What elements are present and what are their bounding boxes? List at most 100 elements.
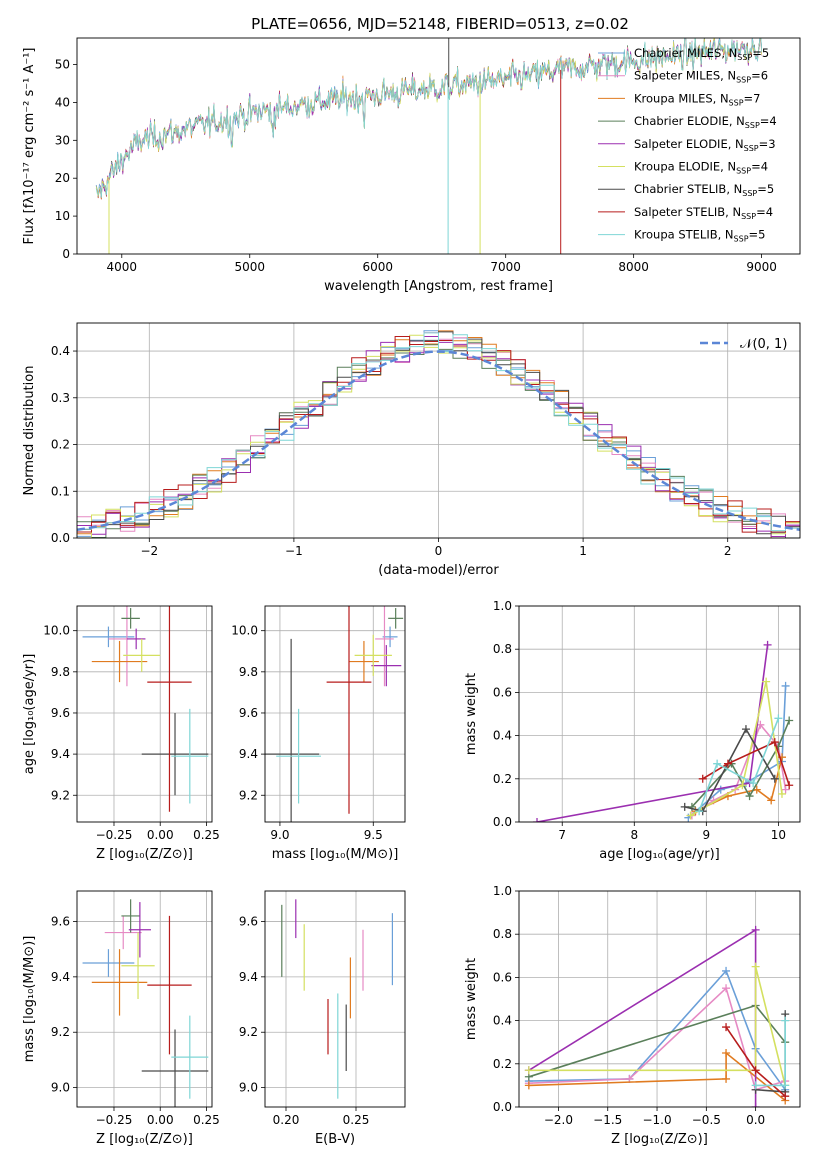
x-tick-label: 8	[630, 828, 638, 842]
legend-entry: Kroupa ELODIE, NSSP=4	[634, 160, 768, 176]
legend-entry: Chabrier MILES, NSSP=5	[634, 46, 769, 62]
figure: PLATE=0656, MJD=52148, FIBERID=0513, z=0…	[0, 0, 819, 1170]
x-tick-label: 0.0	[746, 1113, 765, 1127]
x-axis-label: mass [log₁₀(M/M⊙)]	[272, 847, 399, 862]
x-axis-label: Z [log₁₀(Z/Z⊙)]	[96, 1132, 193, 1147]
y-tick-label: 0.6	[493, 970, 512, 984]
grid	[265, 891, 405, 1107]
x-tick-label: 0.25	[193, 1113, 220, 1127]
y-tick-label: 0.4	[493, 1014, 512, 1028]
x-tick-label: 1	[579, 544, 587, 558]
y-tick-label: 9.6	[239, 706, 258, 720]
legend-entry-subscript: SSP	[745, 121, 760, 130]
y-tick-label: 9.2	[239, 1025, 258, 1039]
legend-entry: Salpeter ELODIE, NSSP=3	[634, 137, 776, 153]
x-tick-label: −0.25	[96, 828, 133, 842]
mass-weight-marker	[752, 926, 760, 934]
legend-entry-count: =4	[760, 114, 777, 128]
y-tick-label: 9.8	[239, 665, 258, 679]
legend-entry: Kroupa STELIB, NSSP=5	[634, 228, 765, 244]
legend-entry-count: =3	[759, 137, 776, 151]
residuals-panel: −2 −1 0 1 2 0.0 0.1 0.2 0.3 0.4 (data-model)/error…	[22, 323, 800, 578]
mass-weight-marker	[764, 641, 772, 649]
x-axis-label: E(B-V)	[315, 1132, 355, 1147]
legend-entry-subscript: SSP	[734, 235, 749, 244]
y-axis-label: age [log₁₀(age/yr)]	[22, 654, 37, 775]
grid	[77, 891, 212, 1107]
legend: 𝒩(0, 1)	[700, 337, 787, 352]
legend-entry-count: =5	[752, 46, 769, 60]
y-tick-label: 0.1	[51, 484, 70, 498]
legend-entry-subscript: SSP	[736, 76, 751, 85]
x-tick-label: 7000	[490, 260, 521, 274]
spectrum-panel: 4000 5000 6000 7000 8000 9000 0 10 20 30 40 50 wavel…	[22, 27, 800, 295]
mass-weight-marker	[785, 781, 793, 789]
y-tick-label: 10.0	[231, 624, 258, 638]
y-tick-label: 0.8	[493, 642, 512, 656]
y-tick-label: 1.0	[493, 599, 512, 613]
y-tick-label: 0.6	[493, 685, 512, 699]
x-tick-label: −2	[140, 544, 158, 558]
y-tick-label: 0	[62, 247, 70, 261]
y-tick-label: 9.0	[239, 1081, 258, 1095]
plot-area	[263, 550, 403, 869]
y-tick-label: 9.0	[51, 1081, 70, 1095]
y-tick-label: 0.0	[493, 1100, 512, 1114]
mass-vs-ebv-panel: 0.20 0.25 9.0 9.2 9.4 9.6 E(B-V)	[239, 891, 405, 1147]
x-tick-label: 6000	[362, 260, 393, 274]
y-tick-label: 0.8	[493, 927, 512, 941]
y-axis-label: Normed distribution	[22, 366, 37, 496]
y-tick-label: 0.3	[51, 391, 70, 405]
y-tick-label: 0.4	[51, 344, 70, 358]
x-axis-label: Z [log₁₀(Z/Z⊙)]	[96, 847, 193, 862]
x-tick-label: 5000	[234, 260, 265, 274]
x-tick-label: −2.0	[544, 1113, 573, 1127]
legend-entry-model: Salpeter MILES, N	[634, 69, 736, 83]
axes-frame	[77, 891, 212, 1107]
x-tick-label: 0.20	[273, 1113, 300, 1127]
y-tick-label: 10.0	[43, 624, 70, 638]
legend: Chabrier MILES, NSSP=5Salpeter MILES, NS…	[598, 46, 777, 244]
x-tick-label: −1	[285, 544, 303, 558]
mass-weight-marker	[742, 725, 750, 733]
mass-weight-marker	[681, 803, 689, 811]
mass-weight-marker	[778, 790, 786, 798]
mass-weight-marker	[713, 760, 721, 768]
y-tick-label: 0.0	[493, 815, 512, 829]
legend-entry-subscript: SSP	[729, 98, 744, 107]
y-tick-label: 20	[55, 171, 70, 185]
mass-weight-marker	[774, 714, 782, 722]
figure-title: PLATE=0656, MJD=52148, FIBERID=0513, z=0…	[251, 15, 629, 33]
legend-entry-count: =5	[749, 228, 766, 242]
legend-entry: Chabrier ELODIE, NSSP=4	[634, 114, 777, 130]
legend-entry: Kroupa MILES, NSSP=7	[634, 91, 760, 107]
x-tick-label: 10	[771, 828, 786, 842]
y-tick-label: 9.8	[51, 665, 70, 679]
mass-weight-marker	[746, 792, 754, 800]
mass-vs-metallicity-panel: −0.25 0.00 0.259.09.29.49.6Z [log₁₀(Z/Z⊙)]…	[22, 891, 220, 1147]
x-tick-label: 8000	[618, 260, 649, 274]
legend-entry-subscript: SSP	[741, 212, 756, 221]
legend-entry-subscript: SSP	[736, 167, 751, 176]
y-tick-label: 0.0	[51, 531, 70, 545]
y-tick-label: 10	[55, 209, 70, 223]
y-tick-label: 40	[55, 95, 70, 109]
legend-entry-model: Kroupa ELODIE, N	[634, 160, 736, 174]
mass-weight-marker	[724, 760, 732, 768]
y-axis-label: Flux [fλ10⁻¹⁷ erg cm⁻² s⁻¹ A⁻¹]	[22, 48, 37, 245]
legend-entry-model: Chabrier STELIB, N	[634, 182, 742, 196]
legend-entry: Salpeter MILES, NSSP=6	[634, 69, 768, 85]
x-tick-label: −0.25	[96, 1113, 133, 1127]
mass-weight-marker	[722, 1075, 730, 1083]
x-tick-label: 0.00	[147, 1113, 174, 1127]
y-tick-label: 9.4	[239, 970, 258, 984]
y-axis-label: mass [log₁₀(M/M⊙)]	[22, 936, 37, 1063]
y-tick-label: 9.6	[239, 914, 258, 928]
y-tick-label: 9.4	[51, 970, 70, 984]
x-tick-label: 0	[435, 544, 443, 558]
legend-entry: Salpeter STELIB, NSSP=4	[634, 205, 773, 221]
mass-weight-marker	[782, 682, 790, 690]
legend-entry-model: Kroupa STELIB, N	[634, 228, 734, 242]
mass-weight-vs-metallicity-panel: −2.0 −1.5 −1.0 −0.5 0.0 0.0 0.2 0.4 0.6 0.8 1.0 Z […	[464, 884, 800, 1147]
legend-entry-count: =4	[756, 205, 773, 219]
